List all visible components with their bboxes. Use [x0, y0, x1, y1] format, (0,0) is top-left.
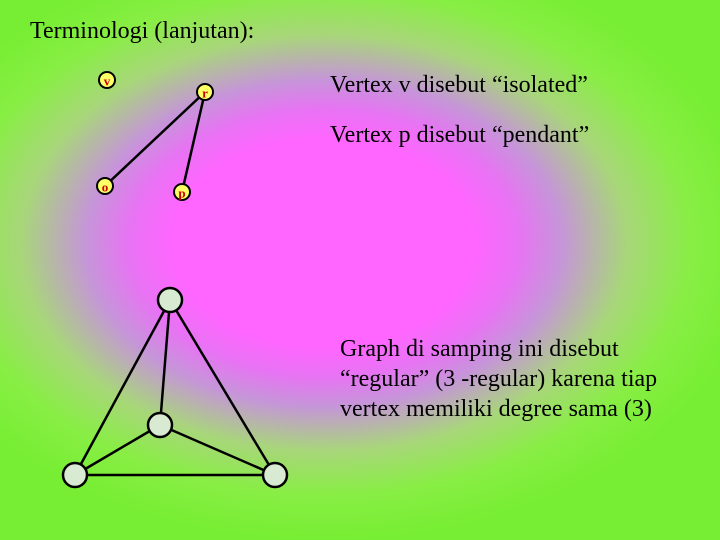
vertex-label-r: r — [202, 86, 208, 101]
edge — [182, 92, 205, 192]
slide-background: Terminologi (lanjutan): Vertex v disebut… — [0, 0, 720, 540]
text-regular: Graph di samping ini disebut “regular” (… — [340, 334, 680, 424]
vertex-C — [263, 463, 287, 487]
vertex-label-p: p — [178, 186, 185, 201]
edge — [170, 300, 275, 475]
edge — [160, 425, 275, 475]
edge — [160, 300, 170, 425]
vertex-label-v: v — [104, 74, 111, 89]
text-isolated: Vertex v disebut “isolated” — [330, 72, 588, 99]
top-graph-edges — [105, 92, 205, 192]
vertex-B — [63, 463, 87, 487]
text-pendant: Vertex p disebut “pendant” — [330, 122, 589, 149]
edge — [75, 300, 170, 475]
bottom-graph — [50, 280, 310, 510]
edge — [105, 92, 205, 186]
top-graph: v r o p — [90, 68, 250, 208]
vertex-D — [148, 413, 172, 437]
slide-title: Terminologi (lanjutan): — [30, 18, 254, 45]
vertex-A — [158, 288, 182, 312]
vertex-label-o: o — [102, 180, 109, 195]
bottom-graph-nodes — [63, 288, 287, 487]
bottom-graph-edges — [75, 300, 275, 475]
